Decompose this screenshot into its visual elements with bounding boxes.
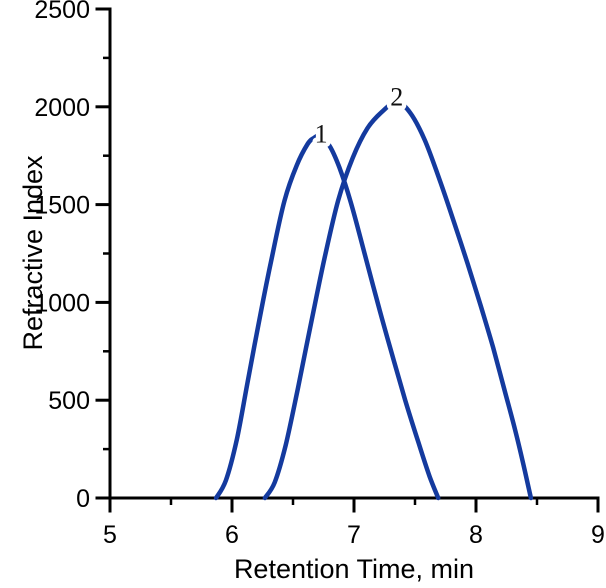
x-tick-label: 5 bbox=[103, 521, 117, 549]
x-tick-label: 6 bbox=[225, 521, 239, 549]
y-tick-label: 1000 bbox=[34, 289, 90, 317]
series-curve-peak-2 bbox=[262, 99, 534, 501]
y-tick-label: 0 bbox=[76, 485, 90, 513]
x-axis-title: Retention Time, min bbox=[234, 554, 474, 584]
annotation-layer: 12 bbox=[310, 78, 408, 153]
y-tick-label: 500 bbox=[48, 387, 90, 415]
peak-label-1: 1 bbox=[315, 120, 328, 149]
y-axis-title: Refractive Index bbox=[18, 155, 48, 351]
x-tick-label: 8 bbox=[469, 521, 483, 549]
x-tick-label: 7 bbox=[347, 521, 361, 549]
x-tick-label: 9 bbox=[591, 521, 605, 549]
series-layer bbox=[213, 99, 534, 501]
peak-label-2: 2 bbox=[390, 83, 403, 112]
y-tick-label: 1500 bbox=[34, 192, 90, 220]
axes-layer: 5 6 7 8 9 0 500 1000 1500 2000 2500 bbox=[34, 0, 605, 549]
y-tick-label: 2000 bbox=[34, 94, 90, 122]
y-tick-label: 2500 bbox=[34, 0, 90, 24]
series-curve-peak-1 bbox=[213, 133, 441, 501]
